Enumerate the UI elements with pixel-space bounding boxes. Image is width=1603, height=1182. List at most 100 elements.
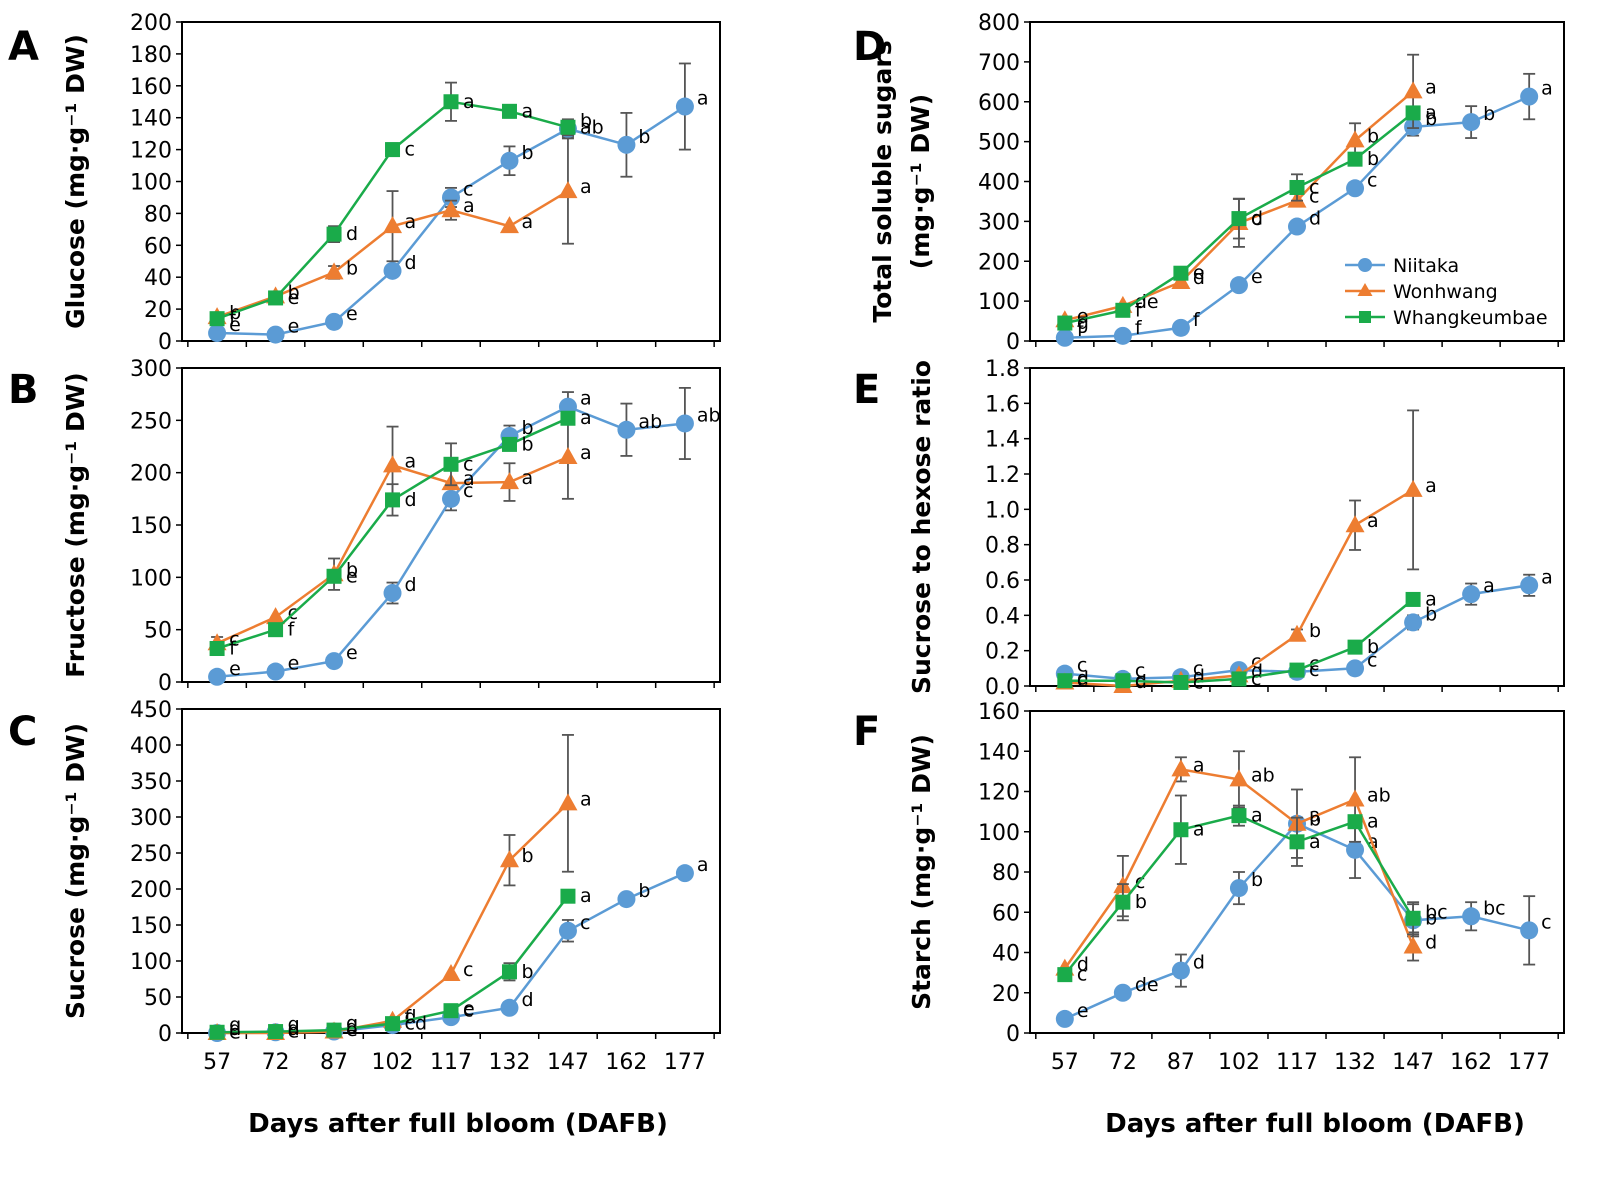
significance-label: c	[1251, 208, 1261, 230]
y-axis-label: Sucrose (mg·g⁻¹ DW)	[61, 723, 90, 1019]
y-axis-label: Fructose (mg·g⁻¹ DW)	[61, 372, 90, 677]
significance-label: d	[1193, 952, 1205, 974]
panel-f: F 0 20 40 60 80 100 120 140 160 57 72 87 102 117 132 147…	[853, 700, 1565, 1075]
significance-label: a	[580, 407, 592, 429]
y-tick-label: 150	[130, 914, 172, 939]
significance-label: a	[697, 88, 709, 110]
y-tick-label: 0.8	[985, 534, 1020, 559]
y-tick-label: 140	[130, 107, 172, 132]
data-point	[1171, 759, 1191, 777]
significance-label: e	[346, 565, 358, 587]
data-point	[442, 188, 460, 207]
significance-label: d	[1251, 208, 1263, 230]
significance-label: c	[1077, 964, 1087, 986]
x-tick-label: 117	[430, 1050, 472, 1075]
significance-label: b	[521, 417, 533, 439]
data-point	[1405, 105, 1421, 121]
y-tick-label: 0	[158, 1022, 172, 1047]
significance-label: g	[1077, 312, 1089, 334]
significance-label: f	[1077, 319, 1085, 341]
significance-label: c	[1309, 186, 1319, 208]
significance-label: f	[405, 1006, 413, 1028]
x-axis-label-left: Days after full bloom (DAFB)	[248, 1109, 668, 1139]
plot-frame	[181, 708, 721, 1034]
data-point	[617, 890, 636, 909]
data-point	[1231, 671, 1247, 687]
data-point	[1403, 479, 1423, 497]
significance-label: e	[229, 1021, 241, 1043]
data-point	[1055, 328, 1074, 347]
data-point	[441, 200, 461, 218]
legend-item-wonhwang: Wonhwang	[1345, 281, 1498, 303]
y-tick-label: 200	[130, 462, 172, 487]
significance-label: d	[521, 989, 533, 1011]
legend: Niitaka Wonhwang Whangkeumbae	[1345, 255, 1548, 329]
data-point	[560, 410, 576, 426]
significance-label: a	[1425, 475, 1437, 497]
data-point	[326, 568, 342, 584]
x-tick-label: 102	[372, 1050, 414, 1075]
significance-label: e	[1077, 305, 1089, 327]
data-point	[501, 436, 517, 452]
y-tick-label: 100	[130, 566, 172, 591]
significance-label: e	[229, 658, 241, 680]
significance-label: ab	[638, 411, 662, 433]
significance-label: e	[346, 303, 358, 325]
significance-label: ab	[697, 404, 721, 426]
significance-label: c	[1309, 176, 1319, 198]
significance-label: a	[1193, 754, 1205, 776]
x-tick-label: 177	[664, 1050, 706, 1075]
legend-marker	[1359, 311, 1371, 323]
y-tick-label: 20	[992, 982, 1020, 1007]
plot-frame	[1029, 367, 1565, 687]
data-point	[385, 492, 401, 508]
data-point	[268, 622, 284, 638]
panel-letter: E	[853, 367, 880, 413]
significance-label: c	[1367, 649, 1377, 671]
data-point	[443, 94, 459, 110]
significance-label: a	[1309, 831, 1321, 853]
significance-label: a	[580, 176, 592, 198]
data-point	[266, 325, 285, 344]
x-tick-label: 87	[1167, 1050, 1195, 1075]
data-point	[383, 584, 402, 603]
y-tick-label: 100	[978, 821, 1020, 846]
significance-label: f	[1135, 317, 1143, 339]
legend-label: Wonhwang	[1393, 281, 1498, 303]
y-tick-label: 800	[978, 11, 1020, 36]
significance-label: a	[405, 450, 417, 472]
y-tick-label: 80	[992, 861, 1020, 886]
y-tick-label: 300	[978, 210, 1020, 235]
y-tick-label: 100	[130, 950, 172, 975]
y-axis-label: Total soluble sugars	[868, 40, 897, 322]
significance-label: a	[1251, 805, 1263, 827]
panel-letter: D	[853, 24, 886, 70]
data-point	[499, 216, 519, 234]
significance-label: d	[1425, 931, 1437, 953]
data-point	[1403, 81, 1423, 99]
significance-label: b	[346, 257, 358, 279]
series-wonhwang: b b b a a a a	[207, 137, 592, 325]
significance-label: a	[1425, 102, 1437, 124]
data-point	[1115, 894, 1131, 910]
significance-label: f	[229, 638, 237, 660]
y-axis-label: Sucrose to hexose ratio	[907, 360, 936, 694]
y-tick-label: 1.6	[985, 392, 1020, 417]
data-point	[1345, 515, 1365, 533]
significance-label: d	[405, 489, 417, 511]
significance-label: a	[580, 442, 592, 464]
x-tick-label: 57	[1051, 1050, 1079, 1075]
y-tick-label: 400	[978, 171, 1020, 196]
data-point	[675, 864, 694, 883]
y-tick-label: 0	[1006, 1022, 1020, 1047]
data-point	[208, 667, 227, 686]
data-point	[499, 850, 519, 868]
significance-label: bc	[1425, 901, 1448, 923]
y-tick-label: 0	[1006, 330, 1020, 355]
data-point	[1347, 639, 1363, 655]
data-point	[1462, 585, 1481, 604]
